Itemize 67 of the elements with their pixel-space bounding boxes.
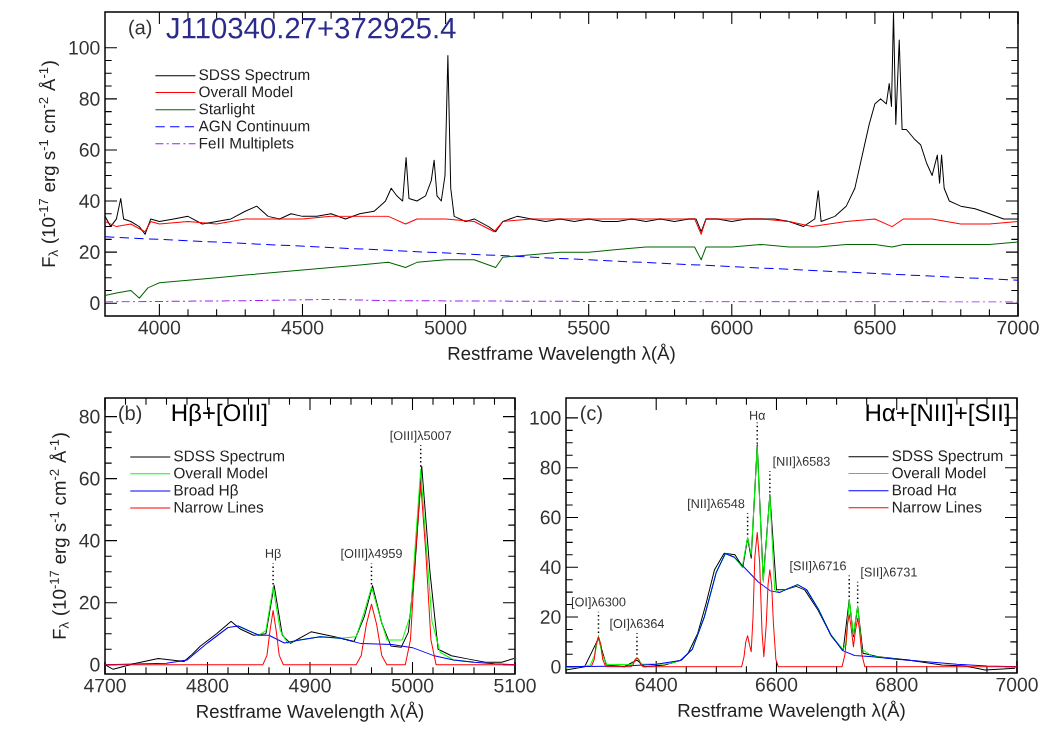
y-tick-label: 100 [69,40,100,55]
x-axis-title: Restframe Wavelength λ(Å) [678,700,905,721]
y-tick-label: 20 [79,595,100,610]
x-tick-label: 5000 [391,678,434,693]
y-tick-label: 40 [540,560,561,575]
y-tick-label: 20 [79,245,100,259]
legend-label: Broad Hβ [174,484,238,499]
legend-label: Broad Hα [892,484,957,496]
x-axis-title: Restframe Wavelength λ(Å) [197,701,424,722]
chart-title: J110340.27+372925.4 [166,17,456,39]
legend-label: Overall Model [174,467,267,479]
annotation: [OI]λ6364 [610,618,665,631]
annotation: Hβ [265,548,281,561]
legend-label: SDSS Spectrum [199,69,310,84]
y-tick-label: 100 [530,411,561,425]
x-tick-label: 4000 [138,320,181,335]
y-tick-label: 40 [79,533,100,548]
annotation: (b) [119,405,142,425]
legend-label: AGN Continuum [198,120,310,132]
legend-label: Starlight [199,103,255,118]
x-axis-title: Restframe Wavelength λ(Å) [448,343,675,364]
text: F$_{λ}$ (10$^{-17}$ erg s$^{-1}$ cm$^{-2}$ Å$^{-1}$) [38,61,59,267]
y-tick-label: 80 [79,409,100,424]
x-tick-label: 7000 [996,677,1038,692]
y-tick-label: 20 [540,610,561,624]
annotation: Hα [750,410,766,420]
legend-label: SDSS Spectrum [892,450,1003,465]
annotation: [SII]λ6716 [790,561,846,573]
x-tick-label: 5000 [424,320,467,335]
legend-label: Narrow Lines [892,501,982,513]
annotation: [OIII]λ4959 [341,548,402,561]
annotation: [SII]λ6731 [861,567,917,580]
annotation: [NII]λ6548 [688,498,745,511]
x-tick-label: 4900 [288,678,331,693]
legend-label: Narrow Lines [174,501,264,513]
x-tick-label: 4700 [83,678,126,693]
y-tick-label: 0 [90,296,100,311]
annotation: (a) [129,19,152,39]
y-tick-label: 80 [79,92,100,106]
text: F$_{λ}$ (10$^{-17}$ erg s$^{-1}$ cm$^{-2}$ Å$^{-1}$) [49,433,70,639]
chart-title: Hα+[NII]+[SII] [866,403,1009,427]
annotation: (c) [580,405,602,425]
y-tick-label: 60 [540,510,561,525]
annotation: [OIII]λ5007 [390,430,452,443]
x-tick-label: 6000 [711,320,753,335]
y-tick-label: 0 [551,659,561,674]
y-tick-label: 0 [90,657,100,672]
y-tick-label: 60 [79,471,100,486]
annotation: [NII]λ6583 [773,456,830,469]
y-tick-label: 40 [79,194,100,208]
x-tick-label: 4500 [281,320,324,335]
legend-label: FeII Multiplets [199,137,294,152]
legend-label: Overall Model [892,467,986,479]
x-tick-label: 6500 [854,320,896,335]
x-tick-label: 7000 [997,320,1039,335]
x-tick-label: 6600 [755,677,798,692]
x-tick-label: 5500 [567,320,610,335]
x-tick-label: 6800 [876,677,918,692]
x-tick-label: 4800 [186,678,229,693]
x-tick-label: 5100 [494,678,536,693]
y-tick-label: 80 [540,460,561,475]
annotation: [OI]λ6300 [571,597,626,609]
chart-title: Hβ+[OIII] [172,403,267,427]
legend-label: Overall Model [199,85,293,98]
x-tick-label: 6400 [635,677,677,692]
y-tick-label: 60 [79,143,100,157]
legend-label: SDSS Spectrum [174,450,285,465]
